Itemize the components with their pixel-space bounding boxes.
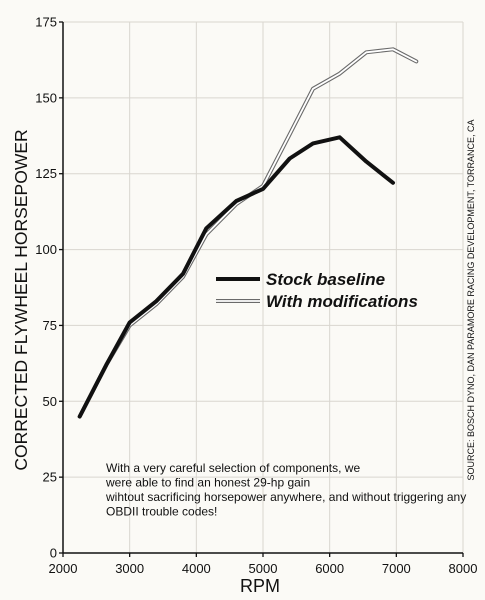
series-line-stock-baseline <box>77 135 395 419</box>
x-tick-label: 5000 <box>249 561 278 576</box>
y-tick-label: 125 <box>35 166 57 181</box>
annotation-line: OBDII trouble codes! <box>106 505 217 519</box>
y-tick-label: 75 <box>43 318 57 333</box>
y-tick-label: 0 <box>50 546 57 561</box>
y-axis-label: CORRECTED FLYWHEEL HORSEPOWER <box>11 129 31 470</box>
tick-labels: 0 25 50 75 100 125 150 175 2000 3000 4000 5000 6000 7… <box>35 15 477 577</box>
x-axis-label: RPM <box>240 576 280 596</box>
series-lines <box>77 47 419 419</box>
annotation-line: were able to find an honest 29-hp gain <box>105 476 310 490</box>
source-note: SOURCE: BOSCH DYNO, DAN PARAMORE RACING … <box>466 119 476 480</box>
x-tick-label: 6000 <box>315 561 344 576</box>
y-tick-label: 100 <box>35 242 57 257</box>
x-tick-label: 2000 <box>49 561 78 576</box>
annotation-line: wihtout sacrificing horsepower anywhere,… <box>105 490 466 504</box>
x-tick-label: 3000 <box>115 561 144 576</box>
axes <box>59 21 464 557</box>
x-tick-label: 7000 <box>382 561 411 576</box>
legend-label-stock-baseline: Stock baseline <box>266 270 385 289</box>
y-tick-label: 25 <box>43 470 57 485</box>
annotation-line: With a very careful selection of compone… <box>106 461 360 475</box>
x-tick-label: 8000 <box>449 561 478 576</box>
y-tick-label: 50 <box>43 394 57 409</box>
legend-label-with-modifications: With modifications <box>266 292 418 311</box>
y-tick-label: 175 <box>35 15 57 30</box>
legend: Stock baseline With modifications <box>216 270 418 311</box>
y-tick-label: 150 <box>35 90 57 105</box>
x-tick-label: 4000 <box>182 561 211 576</box>
annotation-text: With a very careful selection of compone… <box>105 461 466 519</box>
